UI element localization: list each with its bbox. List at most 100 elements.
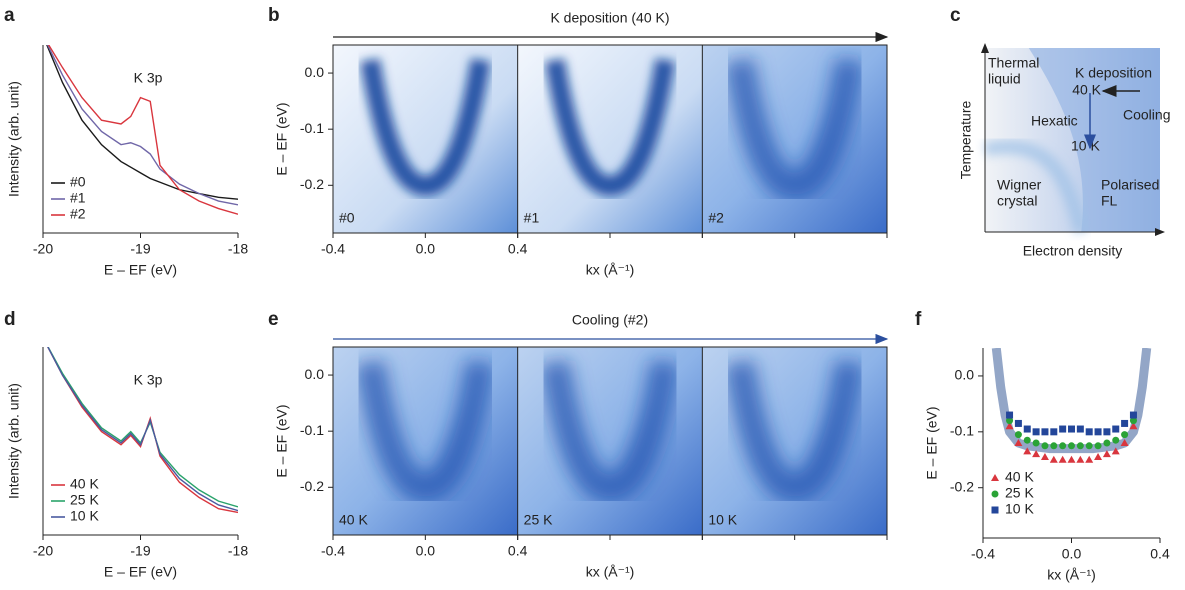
dispersion (544, 58, 676, 197)
legend-label: 25 K (1005, 485, 1034, 501)
panel-label: d (4, 309, 16, 330)
point (1120, 439, 1129, 446)
y-tick-label: -0.2 (950, 478, 974, 494)
point (1121, 419, 1129, 427)
point (1068, 425, 1075, 433)
legend-marker (991, 506, 999, 514)
point (1032, 428, 1040, 436)
arpes-background (517, 45, 703, 233)
legend-marker (991, 474, 999, 481)
x-tick-label: 0.4 (1150, 546, 1170, 562)
legend-label: #2 (70, 206, 86, 222)
x-tick-label: 0.0 (416, 543, 436, 559)
panel-label: e (268, 309, 279, 330)
point (1076, 425, 1084, 433)
phase-label: Polarised (1101, 177, 1159, 193)
point (1041, 442, 1049, 450)
point (1023, 447, 1032, 455)
point (1121, 431, 1129, 439)
y-tick-label: -0.1 (950, 423, 974, 439)
point (1094, 452, 1103, 460)
point (1067, 455, 1076, 463)
point (1129, 417, 1137, 425)
dispersion (539, 359, 681, 504)
x-tick-label: -19 (130, 241, 150, 257)
point (1103, 439, 1111, 447)
point (1059, 442, 1067, 450)
dispersion-band (544, 58, 676, 197)
dispersion (360, 58, 491, 197)
spectrum-line (47, 45, 238, 215)
dispersion-band (724, 57, 865, 202)
point (1112, 436, 1120, 444)
phase-label: crystal (997, 193, 1037, 209)
point (1014, 439, 1023, 446)
y-axis-label: Intensity (arb. unit) (6, 81, 22, 197)
point (1023, 436, 1031, 444)
panel-tag: #0 (339, 210, 355, 226)
point (1014, 419, 1022, 427)
spectrum-line (46, 45, 238, 206)
point (1032, 439, 1040, 447)
phase-label: liquid (988, 71, 1021, 87)
x-tick-label: 0.4 (508, 241, 528, 257)
point (1094, 442, 1102, 450)
spectrum-line (47, 347, 238, 512)
y-tick-label: 0.0 (305, 64, 325, 80)
point (1058, 455, 1067, 463)
annotation: K 3p (134, 70, 163, 86)
x-axis-label: kx (Å⁻¹) (586, 564, 635, 580)
point (1103, 428, 1111, 436)
point (1050, 428, 1058, 436)
point (1129, 411, 1137, 419)
y-tick-label: 0.0 (305, 366, 325, 382)
panel-tag: #1 (524, 210, 540, 226)
y-tick-label: -0.2 (300, 176, 324, 192)
point (1005, 422, 1014, 430)
legend-label: #0 (70, 174, 86, 190)
y-tick-label: -0.1 (300, 120, 324, 136)
crystal-band (983, 140, 1089, 234)
phase-label: FL (1101, 193, 1118, 209)
phase-label: Wigner (997, 177, 1042, 193)
x-axis-label: Electron density (1023, 243, 1123, 259)
x-tick-label: -20 (33, 241, 53, 257)
point (1023, 425, 1031, 433)
x-tick-label: 0.0 (1062, 546, 1082, 562)
point (1085, 442, 1093, 450)
legend-label: 40 K (70, 476, 99, 492)
point (1041, 428, 1049, 436)
dispersion-band (724, 359, 865, 504)
point (1049, 455, 1058, 463)
x-tick-label: -0.4 (321, 241, 345, 257)
x-axis-label: E – EF (eV) (104, 262, 177, 278)
phase-label: Hexatic (1031, 113, 1078, 129)
point (1032, 450, 1041, 458)
y-axis-label: E – EF (eV) (274, 102, 290, 175)
x-tick-label: 0.4 (508, 543, 528, 559)
phase-label: 10 K (1071, 138, 1100, 154)
dispersion-band (539, 359, 681, 504)
legend-label: 10 K (70, 508, 99, 524)
legend-label: 25 K (70, 492, 99, 508)
phase-label: K deposition (1075, 65, 1152, 81)
point (1059, 425, 1067, 433)
panel-tag: 40 K (339, 512, 368, 528)
panel-tag: 10 K (708, 512, 737, 528)
point (1094, 428, 1102, 436)
dispersion (355, 359, 496, 504)
y-tick-label: -0.1 (300, 422, 324, 438)
point (1014, 431, 1022, 439)
point (1102, 450, 1111, 458)
arpes-background (333, 45, 518, 233)
point (1085, 455, 1094, 463)
chart-title: Cooling (#2) (572, 312, 648, 328)
legend-marker (991, 490, 999, 498)
y-tick-label: 0.0 (955, 367, 975, 383)
frame (332, 346, 888, 536)
y-axis-label: E – EF (eV) (274, 404, 290, 477)
panel-label: f (915, 309, 922, 330)
dispersion (724, 359, 865, 504)
panel-tag: #2 (708, 210, 724, 226)
point (1076, 455, 1085, 463)
